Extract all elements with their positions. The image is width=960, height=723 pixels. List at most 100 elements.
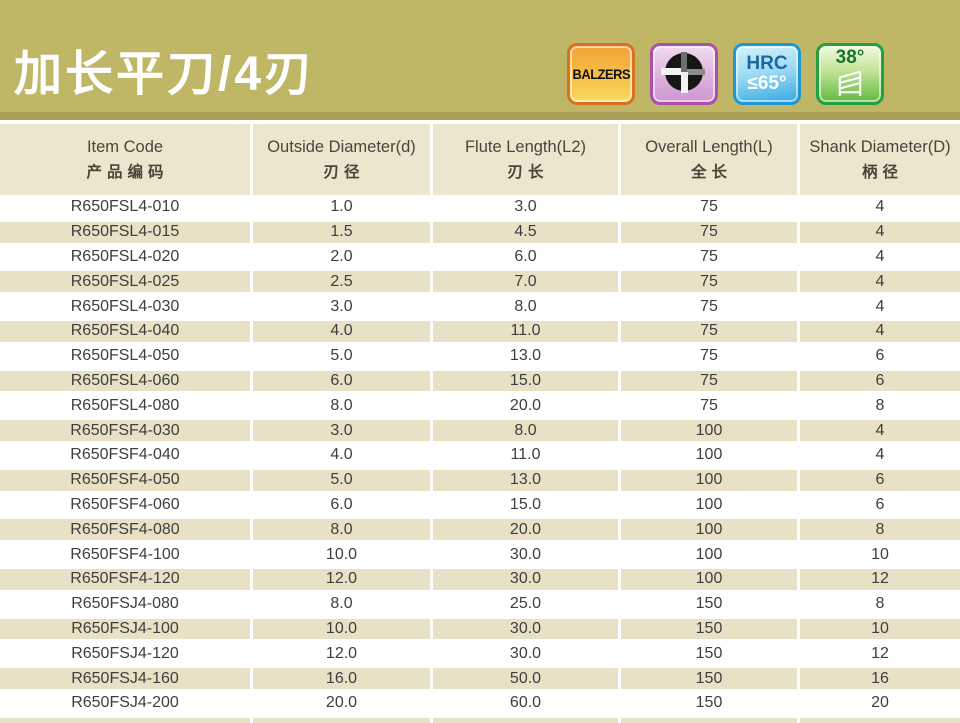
spec-value-cell: 100: [618, 467, 797, 493]
spec-value-cell: 150: [618, 616, 797, 642]
spec-value-cell: 25.0: [430, 591, 618, 617]
spec-value-cell: 3.0: [250, 418, 430, 443]
spec-value-cell: 10: [797, 542, 960, 567]
table-row: R650FSF4-120 12.0 30.0 100 12: [0, 566, 960, 592]
spec-value-cell: 20.0: [430, 393, 618, 419]
table-row: R650FSL4-080 8.0 20.0 75 8: [0, 393, 960, 419]
table-row: R650FSL4-030 3.0 8.0 75 4: [0, 294, 960, 319]
spec-value-cell: 4: [797, 418, 960, 443]
table-row: R650FSL4-050 5.0 13.0 75 6: [0, 343, 960, 369]
spec-value-cell: [250, 715, 430, 723]
spec-value-cell: 100: [618, 492, 797, 518]
spec-value-cell: [0, 715, 250, 723]
spec-value-cell: 4: [797, 318, 960, 344]
spec-value-cell: 75: [618, 219, 797, 245]
spec-value-cell: [797, 715, 960, 723]
helix-angle-icon: [835, 68, 865, 100]
spec-value-cell: 3.0: [250, 294, 430, 319]
table-row: R650FSL4-040 4.0 11.0 75 4: [0, 318, 960, 344]
item-code-cell: R650FSL4-020: [0, 244, 250, 270]
spec-value-cell: 16.0: [250, 666, 430, 691]
spec-value-cell: 1.0: [250, 195, 430, 220]
spec-value-cell: 75: [618, 294, 797, 319]
spec-value-cell: 5.0: [250, 343, 430, 369]
spec-value-cell: 75: [618, 195, 797, 220]
4-flute-cross-section-icon: [660, 48, 708, 101]
column-label-en: Outside Diameter(d): [267, 137, 416, 156]
banner-divider-strip: [0, 112, 960, 120]
column-header-item-code: Item Code 产品编码: [0, 124, 250, 195]
table-row: R650FSJ4-100 10.0 30.0 150 10: [0, 616, 960, 642]
item-code-cell: R650FSL4-030: [0, 294, 250, 319]
spec-value-cell: 4: [797, 219, 960, 245]
balzers-label: BALZERS: [572, 66, 630, 82]
spec-value-cell: 11.0: [430, 442, 618, 468]
spec-value-cell: [430, 715, 618, 723]
spec-value-cell: 100: [618, 442, 797, 468]
page-title: 加长平刀/4刃: [14, 48, 316, 101]
spec-value-cell: 75: [618, 368, 797, 394]
spec-value-cell: 30.0: [430, 616, 618, 642]
spec-value-cell: 12: [797, 641, 960, 667]
item-code-cell: R650FSF4-120: [0, 566, 250, 592]
table-row: R650FSF4-030 3.0 8.0 100 4: [0, 418, 960, 443]
item-code-cell: R650FSF4-040: [0, 442, 250, 468]
spec-value-cell: 15.0: [430, 492, 618, 518]
spec-value-cell: 10: [797, 616, 960, 642]
spec-value-cell: 16: [797, 666, 960, 691]
column-label-zh: 柄径: [861, 163, 903, 181]
item-code-cell: R650FSF4-030: [0, 418, 250, 443]
spec-value-cell: 75: [618, 318, 797, 344]
spec-value-cell: 6: [797, 492, 960, 518]
spec-value-cell: 15.0: [430, 368, 618, 394]
item-code-cell: R650FSL4-025: [0, 269, 250, 295]
spec-value-cell: 12.0: [250, 641, 430, 667]
spec-value-cell: 6: [797, 343, 960, 369]
spec-value-cell: 13.0: [430, 343, 618, 369]
table-row: R650FSF4-060 6.0 15.0 100 6: [0, 492, 960, 518]
hrc-label: HRC: [746, 53, 788, 75]
helix-angle-badge: 38°: [816, 43, 884, 105]
item-code-cell: R650FSL4-010: [0, 195, 250, 220]
column-label-zh: 产品编码: [86, 163, 169, 181]
spec-value-cell: 4.0: [250, 318, 430, 344]
spec-value-cell: 30.0: [430, 566, 618, 592]
column-header-shank-diameter: Shank Diameter(D) 柄径: [797, 124, 960, 195]
badge-row: BALZERS HRC ≤65° 38°: [567, 43, 884, 105]
spec-value-cell: 6.0: [430, 244, 618, 270]
column-label-zh: 全长: [690, 163, 732, 181]
spec-value-cell: 8.0: [250, 591, 430, 617]
table-row: R650FSL4-060 6.0 15.0 75 6: [0, 368, 960, 394]
hrc-value: ≤65°: [747, 73, 787, 94]
table-header: Item Code 产品编码 Outside Diameter(d) 刃径 Fl…: [0, 124, 960, 195]
spec-value-cell: 13.0: [430, 467, 618, 493]
spec-value-cell: 6.0: [250, 368, 430, 394]
item-code-cell: R650FSL4-050: [0, 343, 250, 369]
item-code-cell: R650FSF4-060: [0, 492, 250, 518]
spec-value-cell: 50.0: [430, 666, 618, 691]
item-code-cell: R650FSF4-100: [0, 542, 250, 567]
spec-value-cell: 20: [797, 690, 960, 716]
spec-value-cell: 4: [797, 269, 960, 295]
spec-value-cell: 20.0: [250, 690, 430, 716]
spec-value-cell: 100: [618, 542, 797, 567]
spec-value-cell: 6: [797, 467, 960, 493]
item-code-cell: R650FSL4-040: [0, 318, 250, 344]
column-label-zh: 刃径: [323, 163, 365, 181]
spec-value-cell: 4: [797, 244, 960, 270]
spec-value-cell: 3.0: [430, 195, 618, 220]
table-row: R650FSJ4-080 8.0 25.0 150 8: [0, 591, 960, 617]
table-row: R650FSF4-100 10.0 30.0 100 10: [0, 542, 960, 567]
spec-value-cell: 4.5: [430, 219, 618, 245]
column-label-en: Flute Length(L2): [464, 137, 587, 156]
spec-value-cell: 75: [618, 343, 797, 369]
spec-value-cell: 4: [797, 294, 960, 319]
item-code-cell: R650FSJ4-100: [0, 616, 250, 642]
spec-value-cell: 2.5: [250, 269, 430, 295]
column-label-en: Shank Diameter(D): [809, 137, 951, 156]
table-row: R650FSJ4-200 20.0 60.0 150 20: [0, 690, 960, 716]
table-row: R650FSL4-025 2.5 7.0 75 4: [0, 269, 960, 295]
spec-value-cell: 6: [797, 368, 960, 394]
spec-value-cell: 8.0: [430, 418, 618, 443]
